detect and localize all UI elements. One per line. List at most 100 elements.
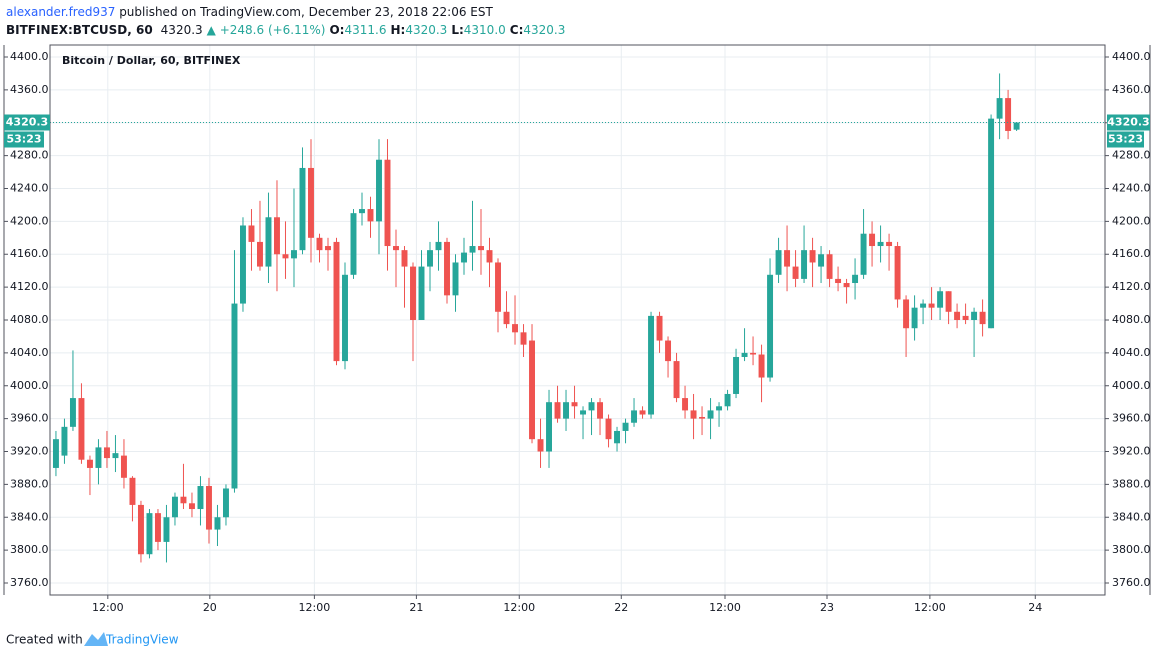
y-tick-label: 3840.0 — [10, 510, 49, 523]
y-tick-label: 4280.0 — [10, 149, 49, 162]
x-tick-label: 12:00 — [709, 601, 741, 614]
ohlc-value: 4311.6 — [344, 23, 386, 37]
candle-body — [78, 398, 85, 460]
countdown-tag — [4, 131, 44, 148]
footer-created: Created with — [6, 633, 83, 647]
candle-body — [146, 513, 153, 555]
candle-body — [529, 340, 535, 440]
y-tick-label: 3800.0 — [1112, 543, 1151, 556]
candle-body — [1005, 98, 1012, 131]
candle-body — [741, 352, 748, 357]
candle-body — [359, 209, 365, 214]
published: published on TradingView.com, December 2… — [115, 5, 493, 19]
candle-body — [512, 324, 518, 333]
x-tick-label: 22 — [614, 601, 628, 614]
y-tick-label: 3800.0 — [10, 543, 49, 556]
candle-body — [325, 246, 331, 251]
grid — [50, 45, 1105, 595]
ohlc-label: O: — [329, 23, 344, 37]
author[interactable]: alexander.fred937 — [6, 5, 115, 19]
candle-body — [869, 233, 876, 247]
candle-body — [495, 262, 501, 312]
candle-body — [690, 410, 697, 419]
candle-body — [648, 315, 655, 415]
y-tick-label: 4080.0 — [1112, 313, 1151, 326]
candle-body — [129, 477, 136, 505]
candle-body — [214, 517, 221, 530]
candle-body — [435, 241, 442, 251]
candle-body — [979, 311, 986, 325]
x-tick-label: 24 — [1028, 601, 1042, 614]
y-tick-label: 4360.0 — [1112, 83, 1151, 96]
candle-body — [222, 488, 229, 518]
candle-body — [852, 274, 859, 284]
y-tick-label: 4000.0 — [10, 379, 49, 392]
y-tick-label: 3960.0 — [10, 412, 49, 425]
candle-body — [163, 517, 170, 542]
candle-body — [622, 422, 629, 431]
axes: 3760.0 3760.0 3800.0 3800.0 3840.0 3840.0 3880… — [4, 50, 1151, 614]
candle-body — [597, 402, 604, 419]
tradingview-logo[interactable]: TradingView — [84, 632, 179, 647]
candle-body — [809, 250, 816, 263]
candle-body — [248, 225, 255, 242]
candle-body — [656, 315, 663, 341]
candle-body — [452, 262, 459, 296]
y-tick-label: 3960.0 — [1112, 412, 1151, 425]
countdown-label: 53:23 — [1108, 133, 1143, 146]
x-tick-label: 12:00 — [914, 601, 946, 614]
candle-body — [197, 486, 204, 510]
candle-body — [376, 159, 382, 222]
candle-body — [333, 241, 340, 362]
candle-body — [546, 402, 552, 452]
candle-body — [231, 303, 238, 489]
price-tag — [1107, 114, 1150, 131]
candle-body — [478, 246, 484, 251]
price-tag — [4, 114, 50, 131]
candle-body — [707, 410, 714, 419]
candle-body — [750, 352, 757, 355]
candle-body — [120, 455, 127, 478]
candle-body — [563, 402, 569, 419]
candle-body — [486, 250, 493, 263]
y-tick-label: 4000.0 — [1112, 379, 1151, 392]
candle-body — [860, 233, 867, 275]
candle-body — [350, 213, 357, 275]
candle-body — [954, 311, 961, 320]
ohlc-value: 4310.0 — [464, 23, 506, 37]
candle-body — [316, 237, 323, 251]
candle-body — [69, 398, 76, 427]
y-tick-label: 3760.0 — [1112, 576, 1151, 589]
y-tick-label: 4040.0 — [10, 346, 49, 359]
y-tick-label: 3880.0 — [1112, 477, 1151, 490]
y-tick-label: 4280.0 — [1112, 149, 1151, 162]
footer-brand[interactable]: TradingView — [105, 633, 179, 647]
y-tick-label: 4400.0 — [10, 50, 49, 63]
candle-body — [180, 496, 187, 504]
y-tick-label: 4240.0 — [1112, 181, 1151, 194]
ohlc-value: 4320.3 — [405, 23, 447, 37]
candle-body — [461, 252, 467, 263]
price-tag-label: 4320.3 — [1107, 116, 1149, 129]
candle-body — [639, 410, 646, 415]
candle-body — [631, 410, 638, 423]
candle-body — [937, 291, 944, 308]
ohlc-label: L: — [451, 23, 463, 37]
countdown-tag — [1107, 131, 1144, 148]
candle-body — [1013, 122, 1020, 130]
candle-body — [699, 416, 706, 419]
candle-body — [240, 225, 246, 304]
candle-body — [393, 246, 399, 251]
logo-icon — [84, 632, 108, 646]
candle-body — [767, 274, 774, 378]
candle-body — [801, 250, 808, 279]
candle-body — [818, 254, 825, 267]
symbol: BITFINEX:BTCUSD, 60 — [6, 23, 153, 37]
y-tick-label: 4040.0 — [1112, 346, 1151, 359]
chart-title: Bitcoin / Dollar, 60, BITFINEX — [62, 54, 241, 67]
candle-body — [784, 250, 791, 267]
candle-body — [342, 274, 348, 362]
candle-body — [665, 340, 672, 362]
